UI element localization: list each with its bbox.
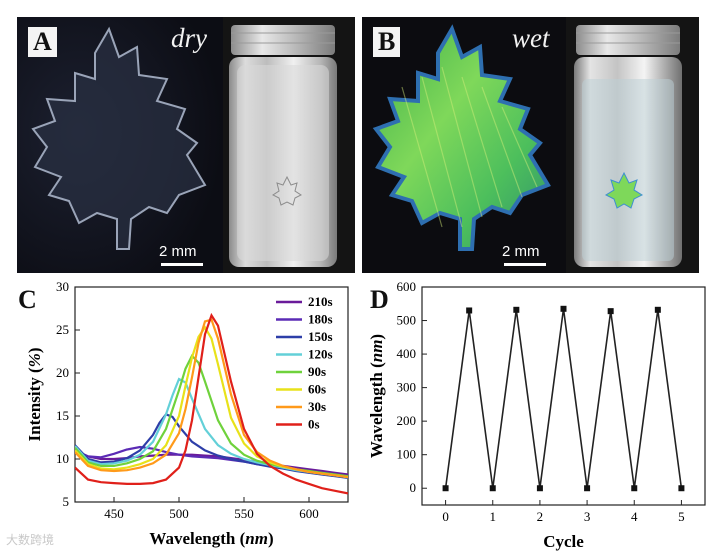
plot-frame bbox=[421, 286, 706, 506]
scale-bar-b bbox=[504, 263, 546, 266]
x-tick-label: 5 bbox=[678, 509, 685, 524]
legend-label-180s: 180s bbox=[308, 312, 333, 327]
y-axis-label: Wavelength (nm) bbox=[367, 334, 386, 458]
y-tick-label: 600 bbox=[397, 280, 417, 294]
x-tick-label: 4 bbox=[631, 509, 638, 524]
y-axis-label: Intensity (%) bbox=[25, 348, 44, 442]
panel-label-a: A bbox=[28, 27, 57, 57]
y-tick-label: 300 bbox=[397, 380, 417, 395]
data-point-marker bbox=[536, 485, 543, 492]
legend-label-30s: 30s bbox=[308, 399, 326, 414]
watermark: 大数跨境 bbox=[6, 533, 55, 547]
y-tick-label: 15 bbox=[56, 408, 69, 423]
scale-label-a: 2 mm bbox=[159, 243, 197, 260]
legend-label-90s: 90s bbox=[308, 364, 326, 379]
wet-leaf-shape bbox=[372, 24, 551, 251]
wet-leaf-photo bbox=[362, 17, 699, 273]
chart-c-spectra: 450 500 550 600 5 10 15 20 25 30 Wavelength (nm) In… bbox=[25, 280, 349, 548]
y-tick-label: 0 bbox=[410, 480, 417, 495]
scale-label-b: 2 mm bbox=[502, 243, 540, 260]
series-group bbox=[75, 312, 348, 495]
cycle-line bbox=[444, 308, 683, 489]
panel-label-b: B bbox=[373, 27, 401, 57]
dry-leaf-photo bbox=[17, 17, 355, 273]
data-point-marker bbox=[654, 306, 661, 313]
x-tick-label: 1 bbox=[490, 509, 497, 524]
x-tick-label: 2 bbox=[537, 509, 544, 524]
y-tick-label: 10 bbox=[56, 451, 69, 466]
data-point-marker bbox=[442, 485, 449, 492]
data-point-marker bbox=[678, 485, 685, 492]
y-tick-label: 100 bbox=[397, 447, 417, 462]
legend-label-120s: 120s bbox=[308, 347, 333, 362]
data-point-marker bbox=[560, 305, 567, 312]
x-tick-label: 0 bbox=[442, 509, 449, 524]
scale-bar-a bbox=[161, 263, 203, 266]
data-point-marker bbox=[513, 306, 520, 313]
condition-label-wet: wet bbox=[512, 23, 550, 53]
chart-d-cycles: 0 1 2 3 4 5 0 100 200 300 400 500 600 Cycle Wavelength… bbox=[367, 280, 706, 551]
legend-label-210s: 210s bbox=[308, 294, 333, 309]
series-line-0s bbox=[75, 312, 348, 495]
dry-leaf-shape bbox=[31, 26, 207, 250]
data-point-marker bbox=[631, 485, 638, 492]
y-tick-label: 20 bbox=[56, 365, 69, 380]
legend-label-0s: 0s bbox=[308, 417, 320, 432]
y-tick-label: 25 bbox=[56, 322, 69, 337]
data-point-marker bbox=[489, 485, 496, 492]
x-tick-label: 3 bbox=[584, 509, 591, 524]
submerged-leaf bbox=[604, 171, 644, 209]
photo-panel-b-wet: B wet 2 mm bbox=[362, 17, 699, 273]
y-tick-label: 500 bbox=[397, 313, 417, 328]
x-axis-label: Wavelength (nm) bbox=[149, 529, 273, 548]
x-tick-label: 450 bbox=[104, 506, 124, 521]
y-tick-label: 400 bbox=[397, 346, 417, 361]
y-tick-label: 200 bbox=[397, 413, 417, 428]
photo-panel-a-dry: A dry 2 mm bbox=[17, 17, 355, 273]
data-point-marker bbox=[466, 307, 473, 314]
plot-frame bbox=[74, 286, 349, 503]
data-point-marker bbox=[607, 308, 614, 315]
y-tick-label: 30 bbox=[56, 280, 69, 294]
series-line-210s bbox=[75, 449, 348, 476]
y-tick-label: 5 bbox=[63, 494, 70, 509]
legend-label-150s: 150s bbox=[308, 329, 333, 344]
data-point-marker bbox=[584, 485, 591, 492]
x-tick-label: 550 bbox=[234, 506, 254, 521]
x-tick-label: 600 bbox=[299, 506, 319, 521]
series-line-30s bbox=[75, 318, 348, 479]
x-axis-label: Cycle bbox=[543, 532, 584, 551]
condition-label-dry: dry bbox=[171, 23, 207, 53]
panel-label-c: C bbox=[18, 285, 37, 314]
x-tick-label: 500 bbox=[169, 506, 189, 521]
legend-label-60s: 60s bbox=[308, 382, 326, 397]
panel-label-d: D bbox=[370, 285, 389, 314]
